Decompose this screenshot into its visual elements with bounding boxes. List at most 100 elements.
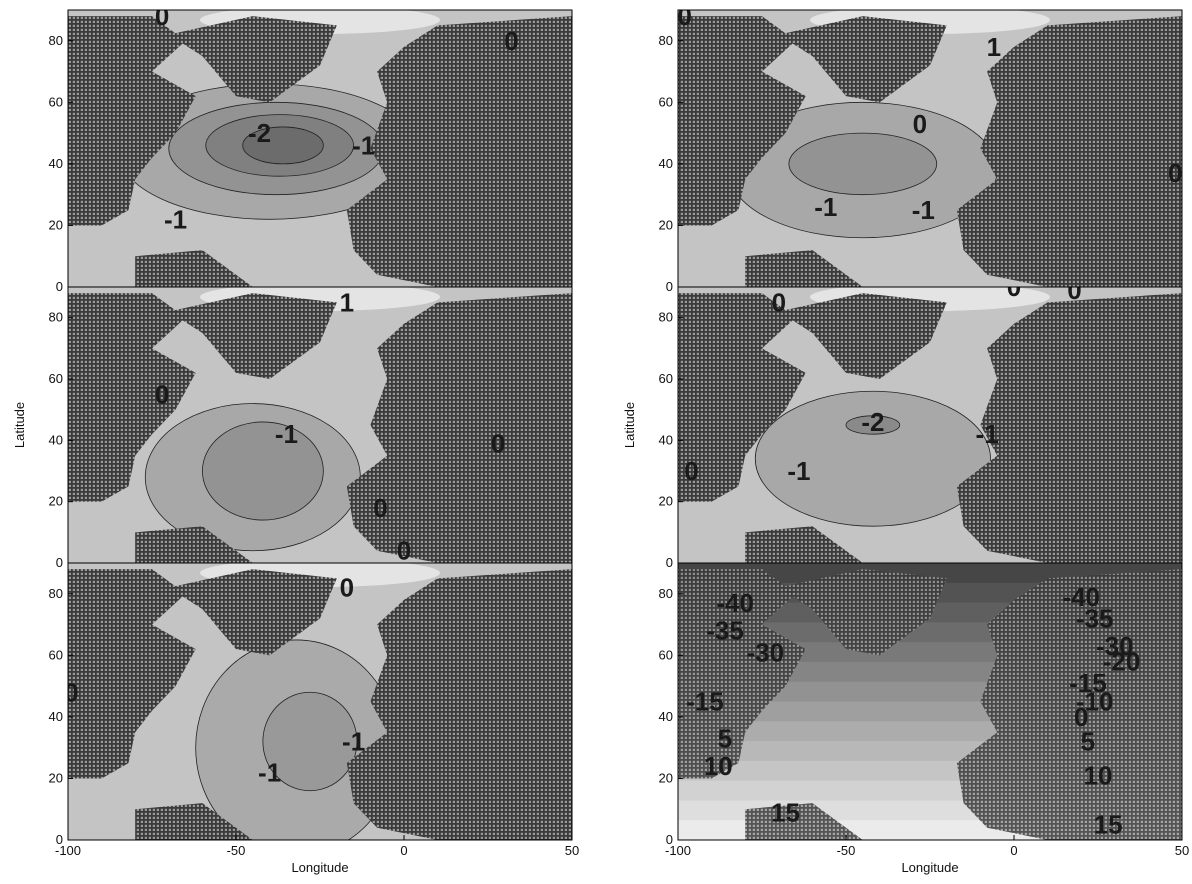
map: 0 0 0 -2 -1 -1 0 bbox=[678, 275, 1182, 563]
y-tick-label: 80 bbox=[659, 33, 673, 48]
x-axis-label: Longitude bbox=[291, 860, 348, 875]
y-tick-label: 0 bbox=[56, 832, 63, 847]
frame bbox=[67, 562, 573, 841]
land bbox=[956, 569, 1182, 840]
x-tick-label: -50 bbox=[227, 843, 246, 858]
contour-label: -1 bbox=[275, 419, 298, 449]
y-tick-label: 40 bbox=[49, 709, 63, 724]
contour-label: 5 bbox=[718, 723, 732, 753]
panel: -40-35-30-1551015-40-35-30-20-15-1005101… bbox=[659, 562, 1189, 875]
contour-label: 15 bbox=[771, 797, 800, 827]
land bbox=[346, 16, 572, 287]
x-axis-label: Longitude bbox=[901, 860, 958, 875]
shaded-region bbox=[845, 415, 901, 435]
y-tick-label: 60 bbox=[49, 94, 63, 109]
land bbox=[168, 16, 337, 103]
y-tick-label: 20 bbox=[49, 494, 63, 509]
contour-label: 0 bbox=[1067, 275, 1081, 305]
map: -40-35-30-1551015-40-35-30-20-15-1005101… bbox=[678, 563, 1182, 840]
map: 0 0 -2 -1 -1 bbox=[68, 1, 572, 287]
x-tick-label: 50 bbox=[1175, 843, 1189, 858]
contour-label: -10 bbox=[1076, 687, 1114, 717]
land bbox=[745, 803, 863, 840]
land bbox=[956, 16, 1182, 287]
contour-label: 0 bbox=[772, 287, 786, 317]
contour-label: -20 bbox=[1103, 646, 1141, 676]
y-tick-label: 40 bbox=[659, 432, 673, 447]
land bbox=[678, 569, 806, 779]
contour-label: 0 bbox=[491, 428, 505, 458]
y-tick-label: 0 bbox=[666, 279, 673, 294]
contour-label: -1 bbox=[787, 456, 810, 486]
land bbox=[678, 293, 806, 502]
contour-label: 0 bbox=[1168, 158, 1182, 188]
map: 10-1 000 bbox=[68, 287, 572, 566]
land bbox=[778, 16, 947, 103]
y-tick-label: 60 bbox=[659, 647, 673, 662]
contour-label: -2 bbox=[861, 407, 884, 437]
contour-label: -2 bbox=[248, 118, 271, 148]
y-tick-label: 60 bbox=[659, 371, 673, 386]
y-tick-label: 0 bbox=[56, 555, 63, 570]
y-tick-label: 40 bbox=[49, 432, 63, 447]
contour-label: -1 bbox=[912, 195, 935, 225]
contour-label: 0 bbox=[504, 26, 518, 56]
contour-label: 1 bbox=[340, 287, 354, 317]
contour-label: 0 bbox=[373, 493, 387, 523]
map: 0 1 0 0 -1 -1 bbox=[677, 1, 1182, 287]
y-tick-label: 20 bbox=[659, 217, 673, 232]
y-tick-label: 20 bbox=[49, 217, 63, 232]
land bbox=[346, 293, 572, 563]
y-tick-label: 20 bbox=[49, 770, 63, 785]
land bbox=[956, 293, 1182, 563]
contour-label: 0 bbox=[684, 456, 698, 486]
map: 0 -1 -1 0 bbox=[64, 563, 572, 840]
contour-label: -1 bbox=[258, 757, 281, 787]
contour-label: -35 bbox=[706, 616, 744, 646]
land bbox=[68, 293, 196, 502]
y-axis-label: Latitude bbox=[12, 402, 27, 448]
contour-label: -1 bbox=[352, 130, 375, 160]
y-tick-label: 0 bbox=[666, 555, 673, 570]
y-tick-label: 60 bbox=[49, 371, 63, 386]
land bbox=[168, 293, 337, 379]
frame bbox=[677, 562, 1183, 841]
y-tick-label: 80 bbox=[659, 310, 673, 325]
contour-label: -1 bbox=[976, 419, 999, 449]
x-tick-label: 0 bbox=[400, 843, 407, 858]
contour-label: 1 bbox=[987, 32, 1001, 62]
shaded-region bbox=[262, 691, 358, 792]
contour-label: -40 bbox=[716, 588, 754, 618]
land bbox=[778, 569, 947, 656]
y-tick-label: 60 bbox=[49, 647, 63, 662]
contour-label: 5 bbox=[1081, 727, 1095, 757]
contour-label: -40 bbox=[1062, 582, 1100, 612]
y-tick-label: 0 bbox=[56, 279, 63, 294]
shaded-region bbox=[788, 132, 938, 196]
shaded-region bbox=[242, 126, 324, 165]
land bbox=[678, 16, 806, 226]
contour-label: 0 bbox=[677, 1, 691, 31]
contour-label: -35 bbox=[1076, 603, 1114, 633]
x-tick-label: 50 bbox=[565, 843, 579, 858]
contour-label: 0 bbox=[64, 677, 78, 707]
y-tick-label: 80 bbox=[49, 586, 63, 601]
contour-label: -1 bbox=[164, 204, 187, 234]
y-tick-label: 20 bbox=[659, 770, 673, 785]
y-axis-label: Latitude bbox=[622, 402, 637, 448]
land bbox=[778, 293, 947, 379]
contour-label: 0 bbox=[397, 536, 411, 566]
x-tick-label: 0 bbox=[1010, 843, 1017, 858]
contour-label: -1 bbox=[342, 727, 365, 757]
panel: 0 0 0 -2 -1 -1 0 0 20 40 60 80 Latitude bbox=[622, 275, 1183, 570]
contour-label: 15 bbox=[1094, 810, 1123, 840]
contour-label: -30 bbox=[1096, 631, 1134, 661]
land bbox=[68, 16, 196, 226]
contour-label: 0 bbox=[155, 1, 169, 31]
y-tick-label: 80 bbox=[49, 310, 63, 325]
land bbox=[745, 250, 863, 287]
contour-label: -30 bbox=[747, 637, 785, 667]
y-tick-label: 20 bbox=[659, 494, 673, 509]
